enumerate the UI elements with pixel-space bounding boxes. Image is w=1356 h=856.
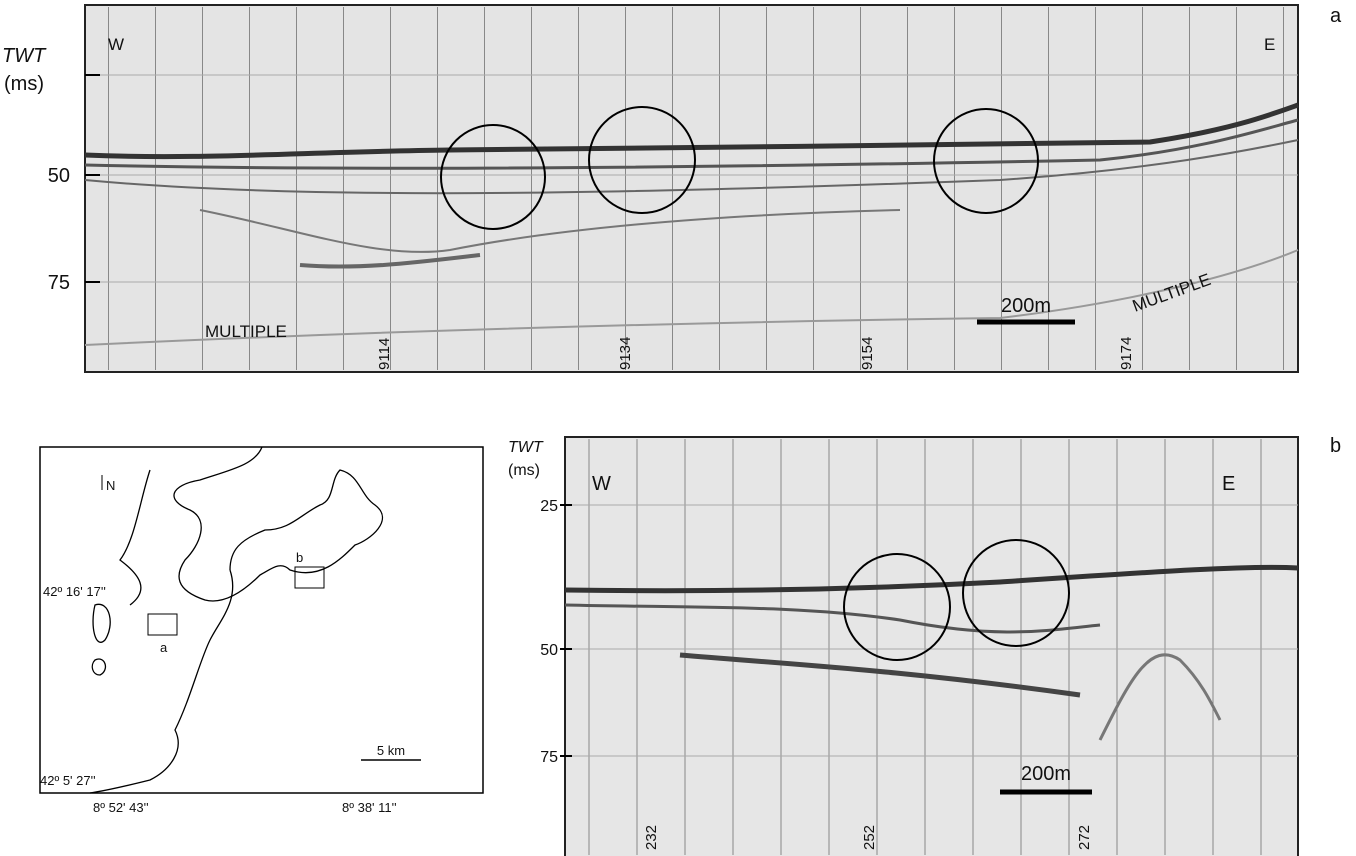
- tick-label: 50: [540, 642, 558, 659]
- map-frame: [40, 447, 483, 793]
- shotpoint: 252: [861, 825, 878, 850]
- site-label: b: [296, 550, 303, 565]
- longitude: 8º 52' 43'': [93, 800, 149, 815]
- east-label: E: [1222, 473, 1235, 495]
- north-label: N: [106, 478, 115, 493]
- scale-label: 200m: [1021, 763, 1071, 785]
- latitude: 42º 16' 17'': [43, 584, 106, 599]
- multiple-label: MULTIPLE: [205, 322, 287, 341]
- tick-label: 75: [540, 749, 558, 766]
- axis-title: TWT: [508, 439, 544, 456]
- west-label: W: [592, 473, 611, 495]
- seismic-profile-b: b TWT (ms) 25 50 75 W E 200m 232 252 272: [508, 435, 1341, 856]
- shotpoint: 9114: [376, 338, 393, 370]
- panel-letter: b: [1330, 435, 1341, 457]
- shotpoint: 9134: [617, 337, 634, 370]
- profile-frame: [85, 5, 1298, 372]
- page: {"panel_a": {"letter": "a", "axis_title"…: [0, 0, 1356, 856]
- axis-unit: (ms): [508, 462, 540, 479]
- latitude: 42º 5' 27'': [40, 773, 96, 788]
- location-map: N 42º 16' 17'' 42º 5' 27'' 8º 52' 43'' 8…: [40, 447, 483, 815]
- tick-label: 25: [540, 498, 558, 515]
- tick-label: 50: [48, 165, 70, 187]
- axis-unit: (ms): [4, 73, 44, 95]
- seismic-profile-a: a TWT (ms) 50 75 W E MULTIPLE MULTIPLE 2…: [2, 5, 1342, 372]
- figure: a TWT (ms) 50 75 W E MULTIPLE MULTIPLE 2…: [0, 0, 1356, 856]
- scale-label: 200m: [1001, 295, 1051, 317]
- longitude: 8º 38' 11'': [342, 800, 397, 815]
- site-label: a: [160, 640, 168, 655]
- shotpoint: 9174: [1118, 337, 1135, 370]
- axis-title: TWT: [2, 45, 47, 67]
- map-scale-label: 5 km: [377, 743, 405, 758]
- tick-label: 75: [48, 272, 70, 294]
- shotpoint: 232: [643, 825, 660, 850]
- panel-letter: a: [1330, 5, 1342, 27]
- east-label: E: [1264, 35, 1275, 54]
- west-label: W: [108, 35, 124, 54]
- shotpoint: 272: [1076, 825, 1093, 850]
- shotpoint: 9154: [859, 337, 876, 370]
